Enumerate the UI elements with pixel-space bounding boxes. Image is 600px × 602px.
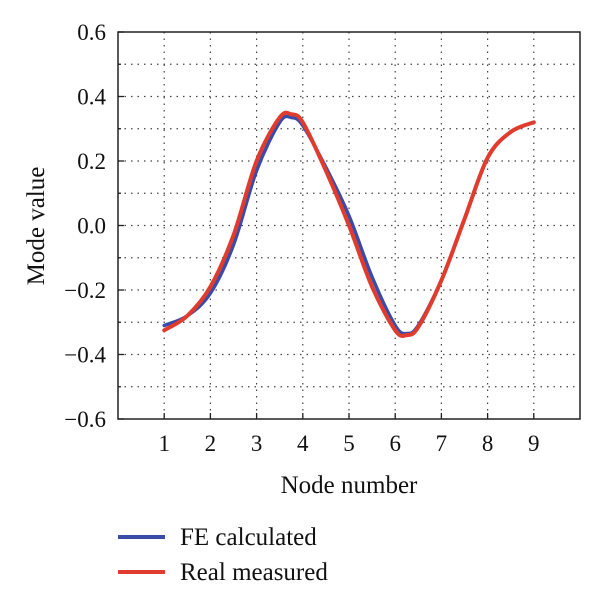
- y-tick-label: 0.0: [77, 214, 106, 239]
- y-tick-label: −0.2: [64, 278, 106, 303]
- y-tick-labels: 0.6 0.4 0.2 0.0 −0.2 −0.4 −0.6: [64, 20, 106, 432]
- x-axis-title: Node number: [281, 472, 418, 499]
- x-tick-label: 7: [436, 431, 448, 456]
- x-tick-label: 8: [482, 431, 494, 456]
- y-tick-label: 0.4: [77, 85, 106, 110]
- y-tick-label: 0.2: [77, 149, 106, 174]
- x-tick-labels: 1 2 3 4 5 6 7 8 9: [158, 431, 539, 456]
- legend-label-fe-calculated: FE calculated: [180, 524, 317, 551]
- y-tick-label: 0.6: [77, 20, 106, 45]
- x-tick-label: 5: [343, 431, 355, 456]
- legend: FE calculated Real measured: [118, 524, 328, 586]
- y-tick-label: −0.4: [64, 343, 106, 368]
- x-tick-label: 3: [251, 431, 263, 456]
- x-tick-label: 1: [158, 431, 170, 456]
- x-tick-label: 2: [205, 431, 217, 456]
- x-tick-label: 9: [528, 431, 540, 456]
- series-line-real-measured: [162, 110, 536, 338]
- y-axis-title: Mode value: [23, 167, 50, 286]
- x-tick-label: 6: [389, 431, 401, 456]
- axis-ticks: [118, 31, 535, 420]
- series-lines: [162, 110, 536, 338]
- y-tick-label: −0.6: [64, 407, 106, 432]
- grid: [118, 32, 580, 419]
- x-tick-label: 4: [297, 431, 309, 456]
- legend-label-real-measured: Real measured: [180, 559, 328, 586]
